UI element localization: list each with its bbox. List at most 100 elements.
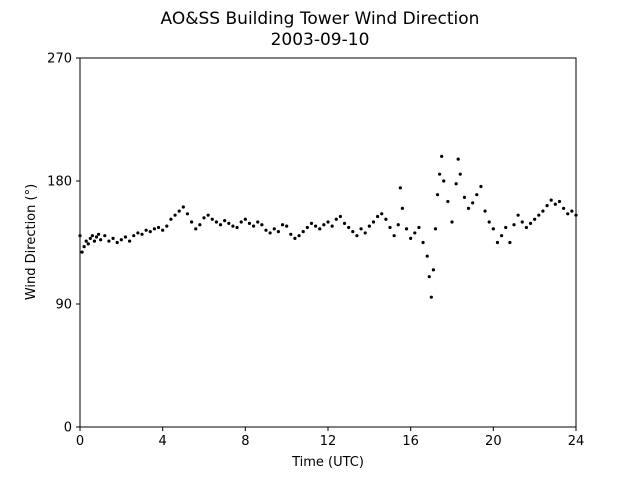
data-point <box>111 236 115 240</box>
data-point <box>562 206 566 210</box>
data-point <box>243 217 247 221</box>
y-tick-label: 0 <box>64 421 72 436</box>
data-point <box>404 227 409 231</box>
data-point <box>351 229 355 234</box>
data-point <box>214 220 218 224</box>
data-point <box>462 195 466 199</box>
data-point <box>80 250 84 254</box>
data-point <box>314 224 318 228</box>
data-point <box>392 234 396 238</box>
data-point <box>169 217 173 221</box>
data-point <box>140 232 144 236</box>
data-point <box>429 295 433 299</box>
data-point <box>413 231 417 235</box>
data-point <box>82 245 86 249</box>
data-point <box>94 235 99 239</box>
y-tick-label: 90 <box>55 298 72 313</box>
data-point <box>516 213 520 217</box>
data-point <box>115 240 119 245</box>
data-point <box>247 221 252 225</box>
data-point <box>326 220 330 224</box>
data-point <box>289 232 293 236</box>
x-axis-label: Time (UTC) <box>291 455 364 470</box>
data-point <box>380 212 384 216</box>
data-point <box>194 227 198 231</box>
y-axis-ticks: 0 90 180 270 <box>47 52 80 436</box>
data-point <box>438 172 442 176</box>
x-tick-label: 20 <box>485 434 502 449</box>
data-point <box>454 182 458 186</box>
data-point <box>435 193 440 197</box>
data-point <box>545 204 549 208</box>
data-point <box>92 239 97 243</box>
data-point <box>528 221 533 225</box>
data-point <box>347 225 351 230</box>
data-point <box>128 239 132 243</box>
data-point <box>231 224 235 228</box>
data-point <box>475 193 479 197</box>
data-point <box>500 234 504 238</box>
data-point <box>355 234 359 238</box>
data-point <box>433 227 438 231</box>
data-point <box>334 217 338 221</box>
data-point <box>293 236 297 240</box>
data-point <box>123 235 128 239</box>
data-point <box>446 199 450 204</box>
data-point <box>309 221 314 225</box>
data-point <box>398 186 402 190</box>
data-point <box>107 239 111 243</box>
data-point <box>297 234 301 238</box>
x-tick-label: 16 <box>402 434 419 449</box>
data-point <box>318 227 322 231</box>
data-point <box>185 212 190 216</box>
data-point <box>557 199 562 204</box>
y-tick-label: 180 <box>47 175 72 190</box>
data-point <box>165 224 169 228</box>
data-point <box>533 217 537 221</box>
plot-frame <box>79 57 577 428</box>
data-point <box>384 217 388 221</box>
data-point <box>218 223 223 227</box>
data-point <box>417 225 421 230</box>
data-point <box>466 206 471 210</box>
data-point <box>400 206 404 210</box>
data-point <box>440 154 444 158</box>
data-point <box>99 238 103 242</box>
data-point <box>508 240 512 245</box>
data-point <box>239 220 243 224</box>
data-point <box>537 213 541 217</box>
data-point <box>396 223 400 227</box>
data-point <box>363 231 367 235</box>
data-point <box>119 238 123 242</box>
data-point <box>371 220 376 224</box>
data-point <box>450 220 454 224</box>
data-point <box>84 239 88 243</box>
y-tick-label: 270 <box>47 52 72 67</box>
data-point <box>301 229 305 234</box>
data-point <box>132 234 136 238</box>
data-point <box>442 179 446 183</box>
data-point <box>388 225 392 230</box>
data-point <box>342 221 347 225</box>
data-point <box>227 221 231 225</box>
data-point <box>305 225 309 230</box>
data-point <box>161 228 165 232</box>
data-point <box>483 209 487 213</box>
data-point <box>541 209 545 213</box>
data-point <box>210 217 214 221</box>
data-point <box>367 224 371 228</box>
y-axis-label: Wind Direction (°) <box>24 184 39 300</box>
data-point <box>144 228 148 232</box>
data-point <box>252 224 256 228</box>
data-point <box>90 234 94 238</box>
data-point <box>456 157 460 161</box>
x-axis-ticks: 0 4 8 12 16 20 24 <box>76 427 584 449</box>
data-point <box>86 242 90 246</box>
data-point <box>504 225 508 230</box>
chart-title: AO&SS Building Tower Wind Direction <box>161 9 480 29</box>
data-point <box>549 198 553 202</box>
data-point <box>520 220 524 224</box>
data-point <box>491 227 495 231</box>
data-point <box>471 201 475 205</box>
